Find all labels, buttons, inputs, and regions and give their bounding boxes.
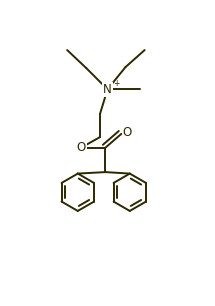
Text: O: O	[76, 141, 86, 154]
Text: O: O	[123, 126, 132, 139]
Text: +: +	[113, 79, 120, 88]
Text: N: N	[103, 83, 112, 96]
